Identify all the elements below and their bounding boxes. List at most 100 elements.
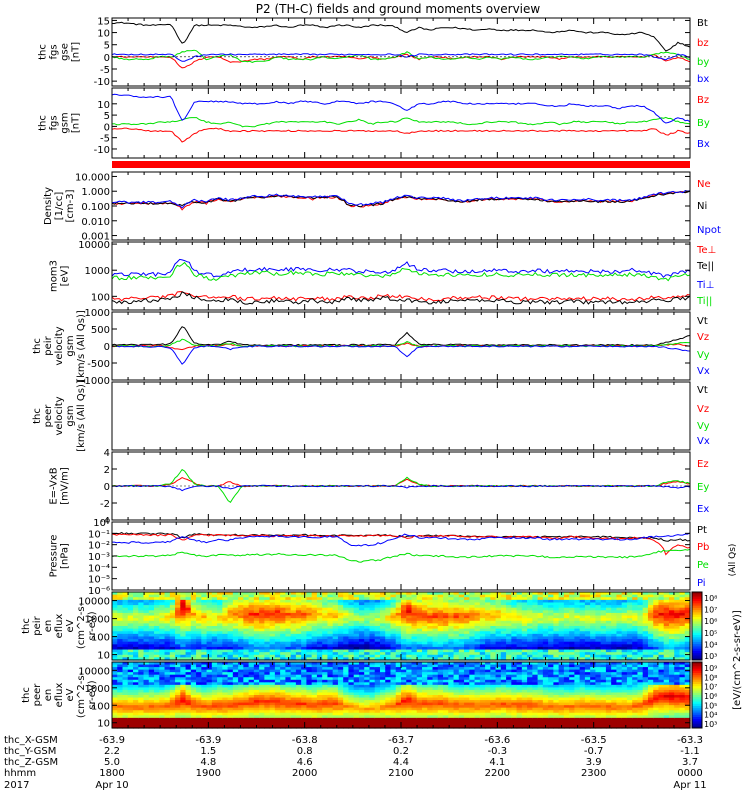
colorbar-tick-label: 10⁸ bbox=[704, 594, 717, 603]
y-axis-label: peer bbox=[43, 404, 54, 428]
y-axis-label: [mV/m] bbox=[60, 467, 71, 505]
y-axis-label: [eV] bbox=[60, 266, 71, 287]
series-line-Npot bbox=[112, 191, 690, 208]
series-line-Pe bbox=[112, 549, 690, 562]
legend-Bz: Bz bbox=[697, 95, 709, 106]
series-line-Pb bbox=[112, 534, 690, 555]
series-line-bx bbox=[112, 54, 690, 62]
y-tick-label: 4 bbox=[104, 448, 110, 459]
y-tick-label: 100 bbox=[91, 292, 110, 303]
y-tick-label: 1.000 bbox=[81, 187, 110, 198]
legend-Bt: Bt bbox=[697, 18, 708, 29]
panel-frame bbox=[112, 88, 690, 158]
y-tick-label: 10⁻² bbox=[88, 541, 110, 552]
y-tick-label: 15 bbox=[97, 16, 110, 27]
legend-By: By bbox=[697, 118, 710, 129]
legend-Ti⊥: Ti⊥ bbox=[696, 280, 714, 291]
y-axis-label: velocity bbox=[54, 396, 65, 435]
y-tick-label: 5 bbox=[104, 41, 110, 52]
y-axis-label: peir bbox=[32, 615, 43, 635]
y-axis-label: sr-eV) bbox=[87, 611, 98, 640]
y-axis-label: E=-VxB bbox=[49, 467, 60, 504]
y-tick-label: -10 bbox=[94, 77, 110, 88]
y-axis-label: [nT] bbox=[71, 113, 82, 133]
legend-Vy: Vy bbox=[697, 350, 710, 361]
legend-Vx: Vx bbox=[697, 366, 710, 377]
legend-by: by bbox=[697, 57, 709, 68]
legend-Pe: Pe bbox=[697, 560, 709, 571]
legend-Vx: Vx bbox=[697, 436, 710, 447]
panel-frame bbox=[112, 18, 690, 86]
y-tick-label: -5 bbox=[100, 134, 110, 145]
pressure-side-label: (All Qs) bbox=[728, 544, 738, 577]
series-line-By bbox=[112, 117, 690, 126]
legend-Pi: Pi bbox=[697, 578, 706, 589]
colorbar-tick-label: 10⁷ bbox=[704, 606, 717, 615]
y-axis-label: eV bbox=[65, 619, 76, 632]
y-axis-label: gsm bbox=[65, 405, 76, 426]
y-axis-label: thc bbox=[38, 44, 49, 60]
y-axis-label: [cm-3] bbox=[65, 189, 76, 222]
y-axis-label: [nT] bbox=[71, 42, 82, 62]
y-axis-label: fgs bbox=[49, 44, 60, 59]
series-line-Vx bbox=[112, 346, 690, 364]
legend-Ni: Ni bbox=[697, 201, 707, 212]
legend-Ey: Ey bbox=[697, 482, 709, 493]
y-tick-label: 10⁻⁴ bbox=[88, 563, 110, 574]
y-axis-label: thc bbox=[21, 618, 32, 634]
y-axis-label: velocity bbox=[54, 326, 65, 365]
y-tick-label: -10 bbox=[94, 145, 110, 156]
y-axis-label: Pressure bbox=[49, 535, 60, 578]
y-tick-label: 10⁻³ bbox=[88, 552, 110, 563]
y-tick-label: 2 bbox=[104, 465, 110, 476]
y-tick-label: 0 bbox=[104, 122, 110, 133]
y-axis-label: thc bbox=[32, 338, 43, 354]
legend-Vt: Vt bbox=[697, 316, 708, 327]
series-line-Bz bbox=[112, 128, 690, 142]
legend-Vz: Vz bbox=[697, 404, 709, 415]
y-tick-label: 10000 bbox=[78, 240, 110, 251]
y-tick-label: -2 bbox=[100, 499, 110, 510]
y-axis-label: eflux bbox=[54, 614, 65, 639]
series-line-Bt bbox=[112, 22, 690, 51]
y-axis-label: (cm^2-s- bbox=[76, 602, 87, 649]
colorbar-tick-label: 10⁶ bbox=[704, 617, 717, 626]
figure-title: P2 (TH-C) fields and ground moments over… bbox=[256, 2, 541, 16]
legend-Te||: Te|| bbox=[696, 261, 714, 272]
y-tick-label: 10.000 bbox=[75, 172, 110, 183]
colorbar-tick-label: 10³ bbox=[704, 652, 717, 661]
legend-Pb: Pb bbox=[697, 542, 709, 553]
y-tick-label: 10 bbox=[97, 651, 110, 662]
y-tick-label: 500 bbox=[91, 325, 110, 336]
y-tick-label: 0 bbox=[104, 482, 110, 493]
colorbar-tick-label: 10⁴ bbox=[704, 640, 717, 649]
y-axis-label: fgs bbox=[49, 115, 60, 130]
y-axis-label: mom3 bbox=[49, 260, 60, 292]
y-axis-label: gsm bbox=[65, 335, 76, 356]
y-tick-label: 0.100 bbox=[81, 202, 110, 213]
y-tick-label: 0 bbox=[104, 342, 110, 353]
legend-Vy: Vy bbox=[697, 421, 710, 432]
colorbar-tick-label: 10⁵ bbox=[704, 629, 717, 638]
legend-Te⊥: Te⊥ bbox=[696, 245, 716, 256]
legend-Npot: Npot bbox=[697, 225, 721, 236]
y-axis-label: [nPa] bbox=[60, 543, 71, 569]
y-tick-label: 10⁻⁵ bbox=[88, 575, 110, 586]
y-axis-label: [1/cc] bbox=[54, 192, 65, 221]
series-line-Vt bbox=[112, 327, 690, 346]
y-tick-label: 10 bbox=[97, 100, 110, 111]
y-axis-label: Density bbox=[43, 187, 54, 225]
y-tick-label: -5 bbox=[100, 65, 110, 76]
y-tick-label: 0 bbox=[104, 53, 110, 64]
legend-Pt: Pt bbox=[697, 525, 707, 536]
y-tick-label: 0.010 bbox=[81, 217, 110, 228]
y-axis-label: [km/s (All Qs)] bbox=[76, 380, 87, 452]
series-line-Ni bbox=[112, 191, 690, 207]
y-tick-label: 10⁰ bbox=[93, 518, 110, 529]
legend-bx: bx bbox=[697, 74, 709, 85]
y-axis-label: peir bbox=[43, 335, 54, 355]
legend-Vz: Vz bbox=[697, 332, 709, 343]
legend-bz: bz bbox=[697, 38, 709, 49]
legend-Vt: Vt bbox=[697, 385, 708, 396]
